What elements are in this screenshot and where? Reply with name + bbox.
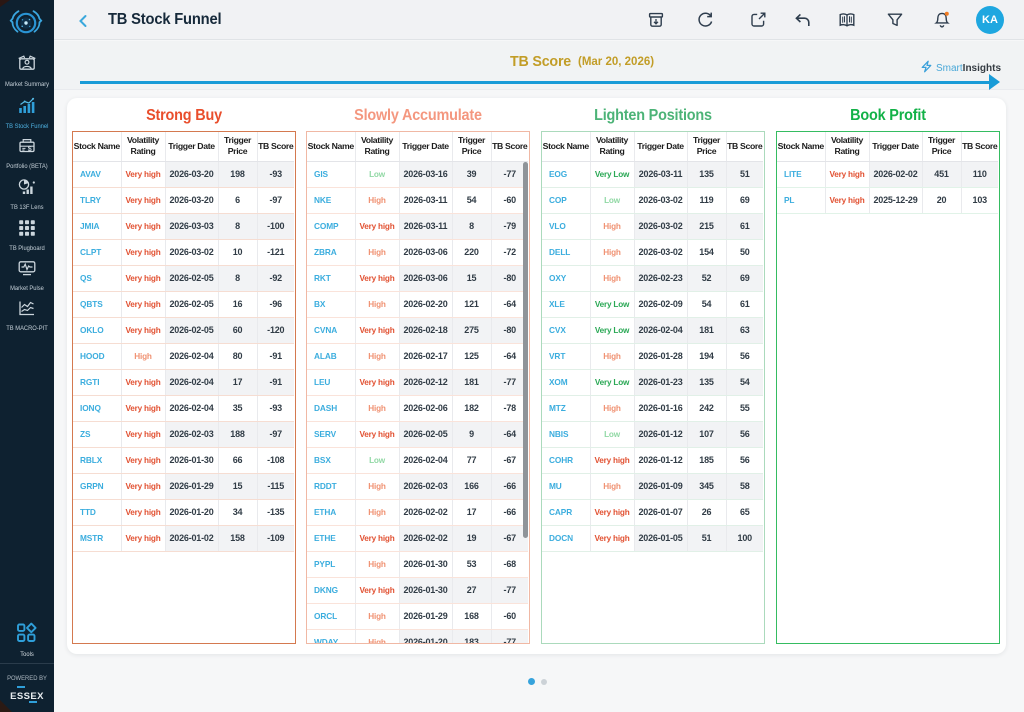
svg-text:$: $ [28,146,32,153]
